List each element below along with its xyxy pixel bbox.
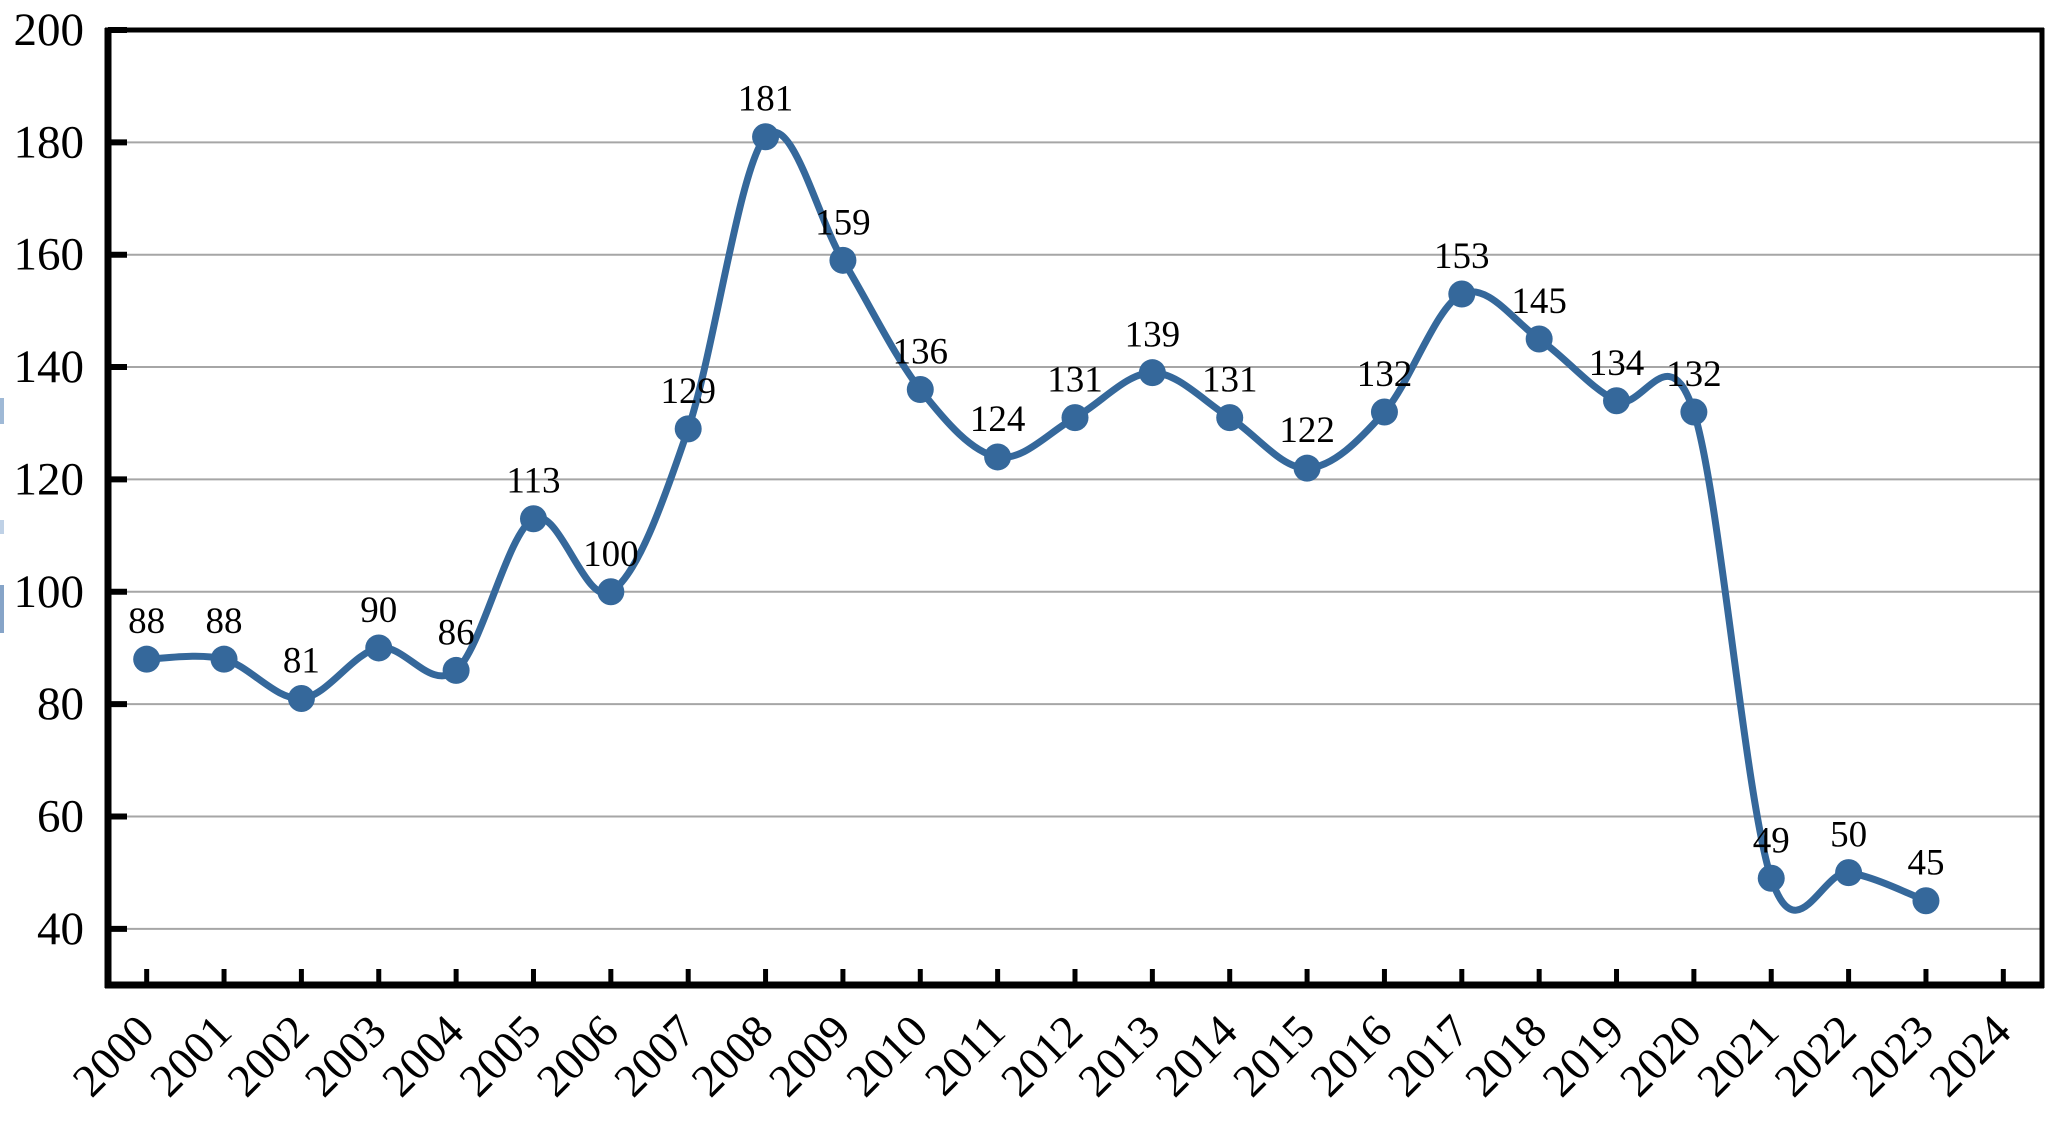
x-axis-tick-label: 2020 (1610, 1005, 1711, 1106)
x-axis-tick-label: 2010 (836, 1005, 937, 1106)
x-axis-tick-label: 2011 (915, 1005, 1015, 1105)
y-axis-tick-label: 180 (14, 116, 85, 168)
data-point-marker (1603, 387, 1631, 415)
y-axis-tick-label: 40 (37, 903, 84, 955)
data-point-marker (984, 443, 1012, 471)
y-axis-tick-label: 140 (14, 341, 85, 393)
data-point-marker (1216, 404, 1244, 432)
series-line (143, 128, 1930, 914)
data-point-label: 45 (1907, 843, 1944, 884)
data-point-marker (597, 578, 625, 606)
data-point-label: 81 (283, 641, 320, 682)
data-point-label: 49 (1753, 820, 1790, 861)
data-point-label: 50 (1830, 815, 1867, 856)
data-point-label: 131 (1202, 360, 1258, 401)
data-point-label: 88 (128, 601, 165, 642)
data-point-label: 131 (1047, 360, 1103, 401)
x-axis-tick-label: 2007 (604, 1005, 705, 1106)
data-point-label: 86 (438, 612, 475, 653)
data-point-marker (442, 656, 470, 684)
x-axis-tick-label: 2008 (682, 1005, 783, 1106)
data-point-marker (1370, 398, 1398, 426)
y-axis-tick-label: 200 (14, 4, 85, 56)
x-axis-tick-label: 2006 (527, 1005, 628, 1106)
data-point-label: 90 (360, 590, 397, 631)
data-point-marker (1757, 864, 1785, 892)
y-axis-title-fragment (0, 585, 4, 633)
data-point-label: 113 (506, 461, 560, 502)
y-axis-tick-label: 60 (37, 790, 84, 842)
y-axis-tick-label: 120 (14, 453, 85, 505)
data-point-marker (210, 645, 238, 673)
x-axis-tick-label: 2005 (449, 1005, 550, 1106)
data-point-marker (287, 685, 315, 712)
data-point-marker (1138, 359, 1166, 387)
x-axis-tick-label: 2017 (1378, 1005, 1479, 1106)
x-axis-tick-label: 2021 (1687, 1005, 1788, 1106)
x-axis-tick-label: 2019 (1532, 1005, 1633, 1106)
data-point-label: 100 (583, 534, 639, 575)
data-point-marker (519, 505, 547, 533)
data-point-label: 88 (206, 601, 243, 642)
y-axis-title-fragment (0, 520, 4, 534)
data-point-label: 181 (738, 79, 794, 120)
x-axis-tick-label: 2014 (1146, 1005, 1247, 1106)
x-axis-tick-label: 2018 (1455, 1005, 1556, 1106)
x-axis-tick-label: 2023 (1842, 1005, 1943, 1106)
data-point-marker (1448, 280, 1476, 308)
x-axis-tick-label: 2009 (759, 1005, 860, 1106)
y-axis-title-fragment (0, 398, 4, 424)
data-point-marker (829, 246, 857, 274)
x-axis-tick-label: 2016 (1300, 1005, 1401, 1106)
data-point-label: 159 (815, 202, 871, 243)
data-point-label: 132 (1357, 354, 1413, 395)
data-point-marker (1835, 859, 1863, 887)
data-point-label: 132 (1666, 354, 1722, 395)
x-axis-tick-label: 2004 (372, 1005, 473, 1106)
data-point-label: 153 (1434, 236, 1490, 277)
data-point-marker (1293, 454, 1321, 482)
x-axis-tick-label: 2003 (295, 1005, 396, 1106)
x-axis-tick-label: 2022 (1765, 1005, 1866, 1106)
data-point-label: 139 (1125, 315, 1181, 356)
data-point-marker (906, 376, 934, 404)
y-axis-tick-label: 80 (37, 678, 84, 730)
y-axis-tick-label: 160 (14, 229, 85, 281)
data-point-marker (1525, 325, 1553, 353)
data-point-label: 136 (893, 332, 949, 373)
data-point-marker (752, 123, 780, 151)
x-axis-tick-label: 2000 (63, 1005, 164, 1106)
x-axis-tick-label: 2015 (1223, 1005, 1324, 1106)
x-axis-tick-label: 2024 (1919, 1005, 2020, 1106)
data-point-label: 124 (970, 399, 1026, 440)
data-point-label: 129 (660, 371, 716, 412)
x-axis-tick-label: 2001 (140, 1005, 241, 1106)
data-point-label: 122 (1279, 410, 1335, 451)
data-point-marker (365, 634, 393, 662)
x-axis-tick-label: 2012 (991, 1005, 1092, 1106)
data-point-marker (1680, 398, 1708, 426)
data-point-marker (1061, 404, 1089, 432)
y-axis-tick-label: 100 (14, 566, 85, 618)
data-point-label: 145 (1511, 281, 1567, 322)
data-point-label: 134 (1589, 343, 1645, 384)
x-axis-tick-label: 2013 (1068, 1005, 1169, 1106)
x-axis-tick-label: 2002 (217, 1005, 318, 1106)
data-point-marker (1912, 887, 1940, 915)
data-point-marker (133, 645, 161, 673)
data-point-marker (674, 415, 702, 443)
